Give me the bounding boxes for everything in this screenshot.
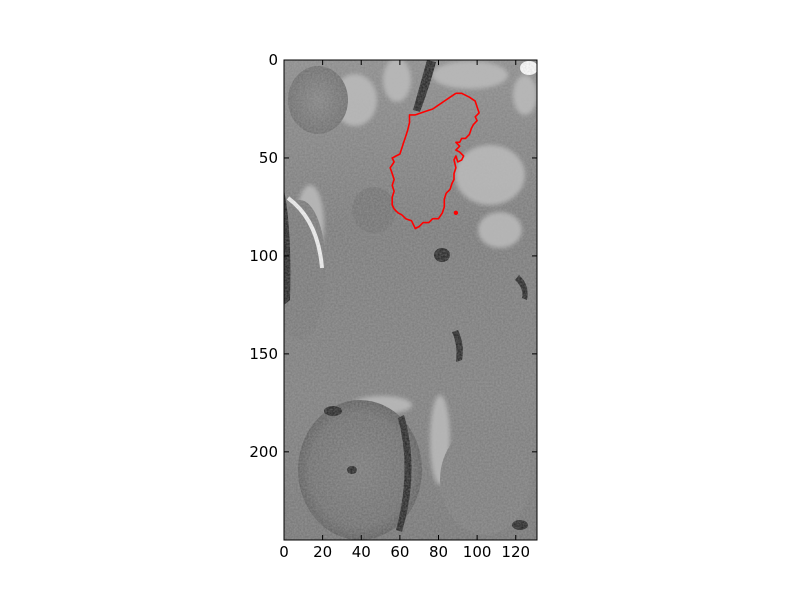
segmentation-contour	[389, 92, 480, 230]
y-tick-label: 0	[268, 51, 278, 69]
x-axis-ticks: 0 20 40 60 80 100 120	[279, 60, 530, 561]
x-tick-label: 80	[429, 543, 448, 561]
x-tick-label: 40	[352, 543, 371, 561]
contour-dot	[453, 210, 459, 216]
y-tick-label: 50	[259, 149, 278, 167]
axes-frame	[283, 59, 538, 541]
y-axis-ticks: 0 50 100 150 200	[249, 51, 537, 461]
y-tick-label: 150	[249, 345, 278, 363]
x-tick-label: 100	[463, 543, 492, 561]
x-tick-label: 0	[279, 543, 289, 561]
x-tick-label: 20	[313, 543, 332, 561]
y-tick-label: 100	[249, 247, 278, 265]
contour-layer	[389, 92, 480, 230]
x-tick-label: 120	[501, 543, 530, 561]
y-tick-label: 200	[249, 443, 278, 461]
x-tick-label: 60	[390, 543, 409, 561]
ct-image	[284, 60, 537, 540]
